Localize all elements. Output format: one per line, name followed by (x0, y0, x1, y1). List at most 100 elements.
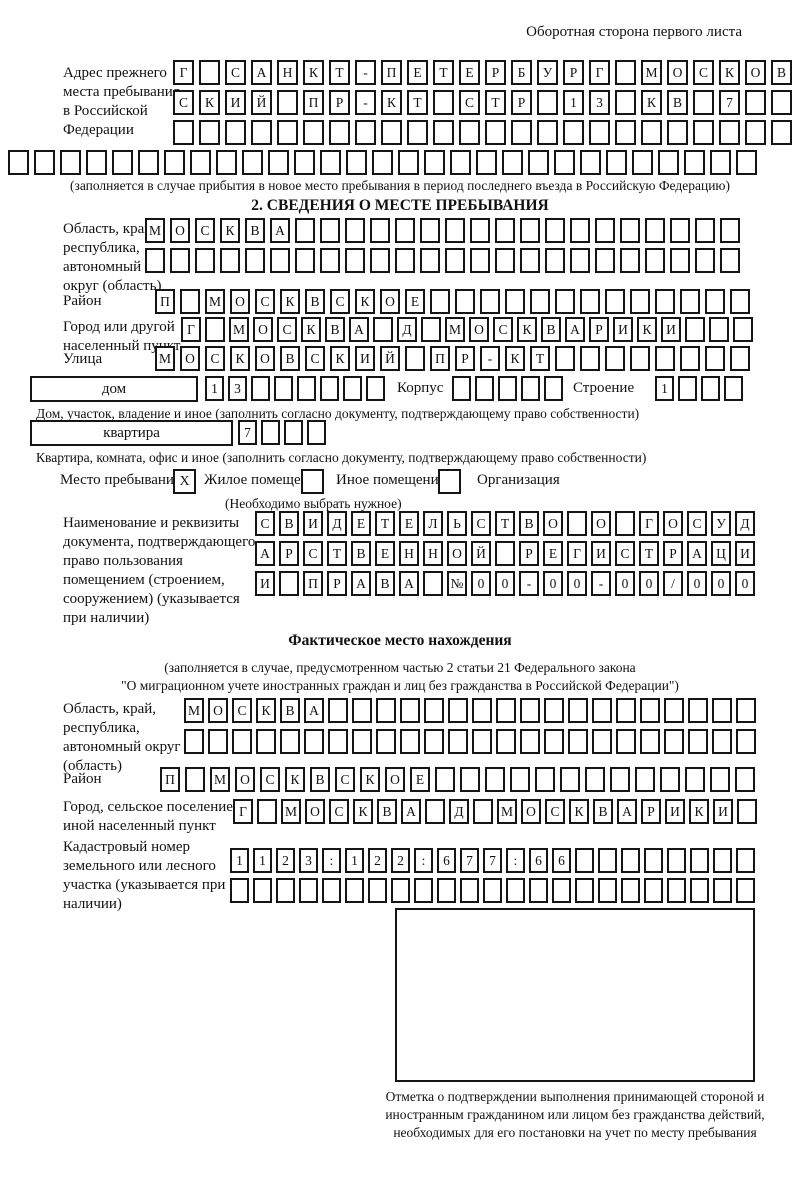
form-cell (560, 767, 580, 792)
form-cell: 1 (230, 848, 249, 873)
form-cell: - (480, 346, 500, 371)
form-cell: 3 (228, 376, 247, 401)
form-cell (595, 248, 615, 273)
form-cell: Т (495, 511, 515, 536)
form-cell: К (360, 767, 380, 792)
form-cell (459, 120, 480, 145)
form-cell (709, 317, 729, 342)
form-cell: Н (399, 541, 419, 566)
actual-district-label: Район (63, 771, 102, 787)
form-cell (667, 878, 686, 903)
form-cell: О (469, 317, 489, 342)
form-cell: В (245, 218, 265, 243)
form-cell (376, 729, 396, 754)
form-cell: К (505, 346, 525, 371)
form-cell: Н (277, 60, 298, 85)
korpus-cells (452, 376, 567, 401)
form-cell (616, 729, 636, 754)
form-cell (544, 698, 564, 723)
form-cell (381, 120, 402, 145)
form-cell: 3 (299, 848, 318, 873)
form-cell (554, 150, 575, 175)
form-cell (483, 878, 502, 903)
form-cell: Т (375, 511, 395, 536)
form-cell: А (255, 541, 275, 566)
form-cell: М (145, 218, 165, 243)
form-cell (304, 729, 324, 754)
form-cell (370, 248, 390, 273)
form-cell: - (355, 60, 376, 85)
form-cell (616, 698, 636, 723)
form-cell (437, 878, 456, 903)
form-cell (398, 150, 419, 175)
cadastral-label: Кадастровый номер земельного или лесного… (63, 839, 226, 912)
stroenie-cells: 1 (655, 376, 747, 401)
form-cell: Е (399, 511, 419, 536)
form-cell: С (693, 60, 714, 85)
form-cell: О (255, 346, 275, 371)
form-cell (537, 120, 558, 145)
form-cell: П (155, 289, 175, 314)
form-cell: А (251, 60, 272, 85)
form-cell (667, 848, 686, 873)
form-cell (245, 248, 265, 273)
form-cell (645, 218, 665, 243)
region-label: Область, край, республика, автономный ок… (63, 221, 162, 294)
form-cell (433, 120, 454, 145)
form-cell (641, 120, 662, 145)
form-cell: : (322, 848, 341, 873)
form-cell: М (445, 317, 465, 342)
house-type-box: дом (30, 376, 198, 402)
form-cell: К (353, 799, 373, 824)
form-cell: Г (173, 60, 194, 85)
form-cell (232, 729, 252, 754)
form-cell (505, 289, 525, 314)
form-cell: Г (567, 541, 587, 566)
form-cell: С (195, 218, 215, 243)
form-cell: К (517, 317, 537, 342)
form-cell: П (430, 346, 450, 371)
form-cell (595, 218, 615, 243)
form-cell (705, 346, 725, 371)
form-cell: К (303, 60, 324, 85)
form-cell: В (519, 511, 539, 536)
form-cell: В (667, 90, 688, 115)
form-cell (395, 248, 415, 273)
stay-type-note: (Необходимо выбрать нужное) (225, 496, 402, 511)
form-cell: Е (351, 511, 371, 536)
form-cell (445, 218, 465, 243)
form-cell (736, 878, 755, 903)
stay-type-checkbox-residential: X (173, 469, 196, 494)
form-cell (710, 150, 731, 175)
form-cell (555, 346, 575, 371)
form-cell (303, 120, 324, 145)
form-cell (615, 60, 636, 85)
form-cell: М (229, 317, 249, 342)
form-cell (737, 799, 757, 824)
form-cell: С (329, 799, 349, 824)
form-cell (230, 878, 249, 903)
form-cell (295, 218, 315, 243)
form-cell: К (569, 799, 589, 824)
form-cell (520, 218, 540, 243)
form-cell: В (593, 799, 613, 824)
form-cell: 0 (639, 571, 659, 596)
street-label: Улица (63, 351, 103, 367)
form-cell (640, 698, 660, 723)
form-cell: 6 (552, 848, 571, 873)
form-cell: 3 (589, 90, 610, 115)
form-cell: Д (735, 511, 755, 536)
form-cell: О (305, 799, 325, 824)
form-cell (297, 376, 316, 401)
form-cell (685, 317, 705, 342)
form-cell (205, 317, 225, 342)
form-cell (328, 698, 348, 723)
form-cell (400, 729, 420, 754)
form-cell (373, 317, 393, 342)
form-cell (345, 218, 365, 243)
form-cell: В (325, 317, 345, 342)
form-cell: О (253, 317, 273, 342)
form-cell: О (235, 767, 255, 792)
